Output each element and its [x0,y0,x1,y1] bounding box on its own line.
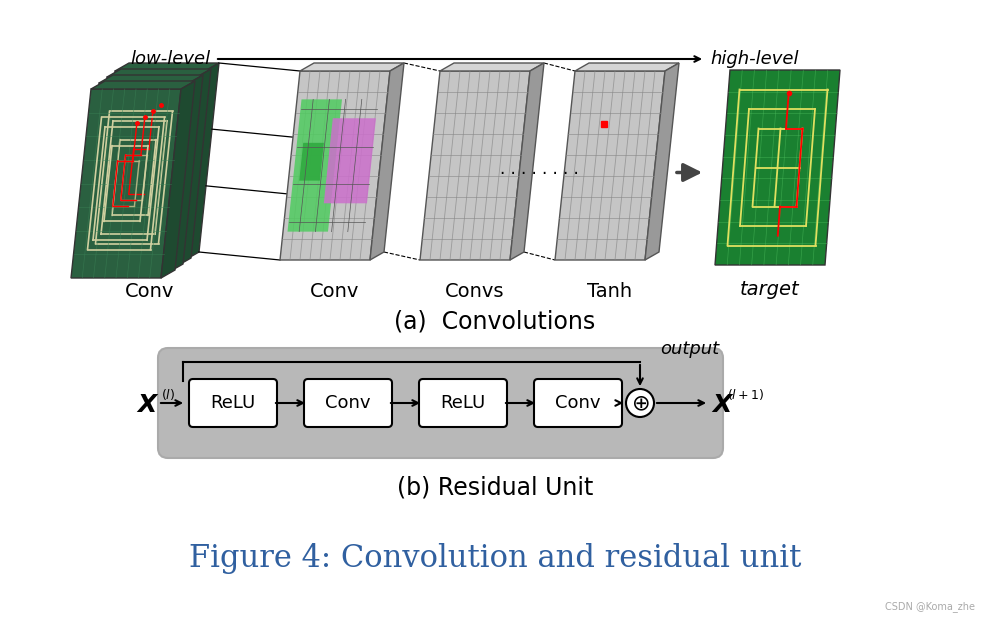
Text: Conv: Conv [126,282,174,301]
Polygon shape [161,81,195,278]
Text: CSDN @Koma_zhe: CSDN @Koma_zhe [885,601,975,612]
Text: Conv: Conv [326,394,370,412]
Polygon shape [287,99,342,232]
Polygon shape [87,77,197,266]
Text: Convs: Convs [446,282,505,301]
FancyBboxPatch shape [304,379,392,427]
Polygon shape [280,71,390,260]
Polygon shape [177,69,211,266]
Text: output: output [660,340,719,358]
Polygon shape [324,118,376,203]
Polygon shape [645,63,679,260]
Text: high-level: high-level [710,50,799,68]
Polygon shape [169,75,203,272]
Text: Tanh: Tanh [587,282,633,301]
Text: . . . . . . . .: . . . . . . . . [500,161,579,179]
Polygon shape [99,75,203,83]
Polygon shape [91,81,195,89]
Text: Figure 4: Convolution and residual unit: Figure 4: Convolution and residual unit [189,543,801,574]
Polygon shape [95,71,205,260]
FancyBboxPatch shape [158,348,723,458]
Polygon shape [185,63,219,260]
Polygon shape [107,69,211,77]
Text: Conv: Conv [310,282,359,301]
Polygon shape [79,83,189,272]
Polygon shape [440,63,544,71]
FancyBboxPatch shape [189,379,277,427]
Polygon shape [420,71,530,260]
Text: Conv: Conv [555,394,601,412]
Polygon shape [715,70,840,265]
Circle shape [626,389,654,417]
Polygon shape [510,63,544,260]
Text: ReLU: ReLU [210,394,255,412]
Text: $\boldsymbol{X}$: $\boldsymbol{X}$ [711,393,735,417]
Text: (b) Residual Unit: (b) Residual Unit [397,476,593,500]
Text: (a)  Convolutions: (a) Convolutions [394,310,596,334]
Polygon shape [575,63,679,71]
Text: target: target [741,280,800,299]
Polygon shape [299,143,324,181]
Text: ReLU: ReLU [441,394,486,412]
Text: $\oplus$: $\oplus$ [631,394,649,414]
Polygon shape [555,71,665,260]
Polygon shape [71,89,181,278]
Text: low-level: low-level [130,50,210,68]
Text: $(l)$: $(l)$ [161,388,175,402]
Text: $(l+1)$: $(l+1)$ [727,388,764,402]
Polygon shape [370,63,404,260]
FancyBboxPatch shape [534,379,622,427]
Polygon shape [300,63,404,71]
Text: $\boldsymbol{X}$: $\boldsymbol{X}$ [137,393,159,417]
FancyBboxPatch shape [419,379,507,427]
Polygon shape [115,63,219,71]
